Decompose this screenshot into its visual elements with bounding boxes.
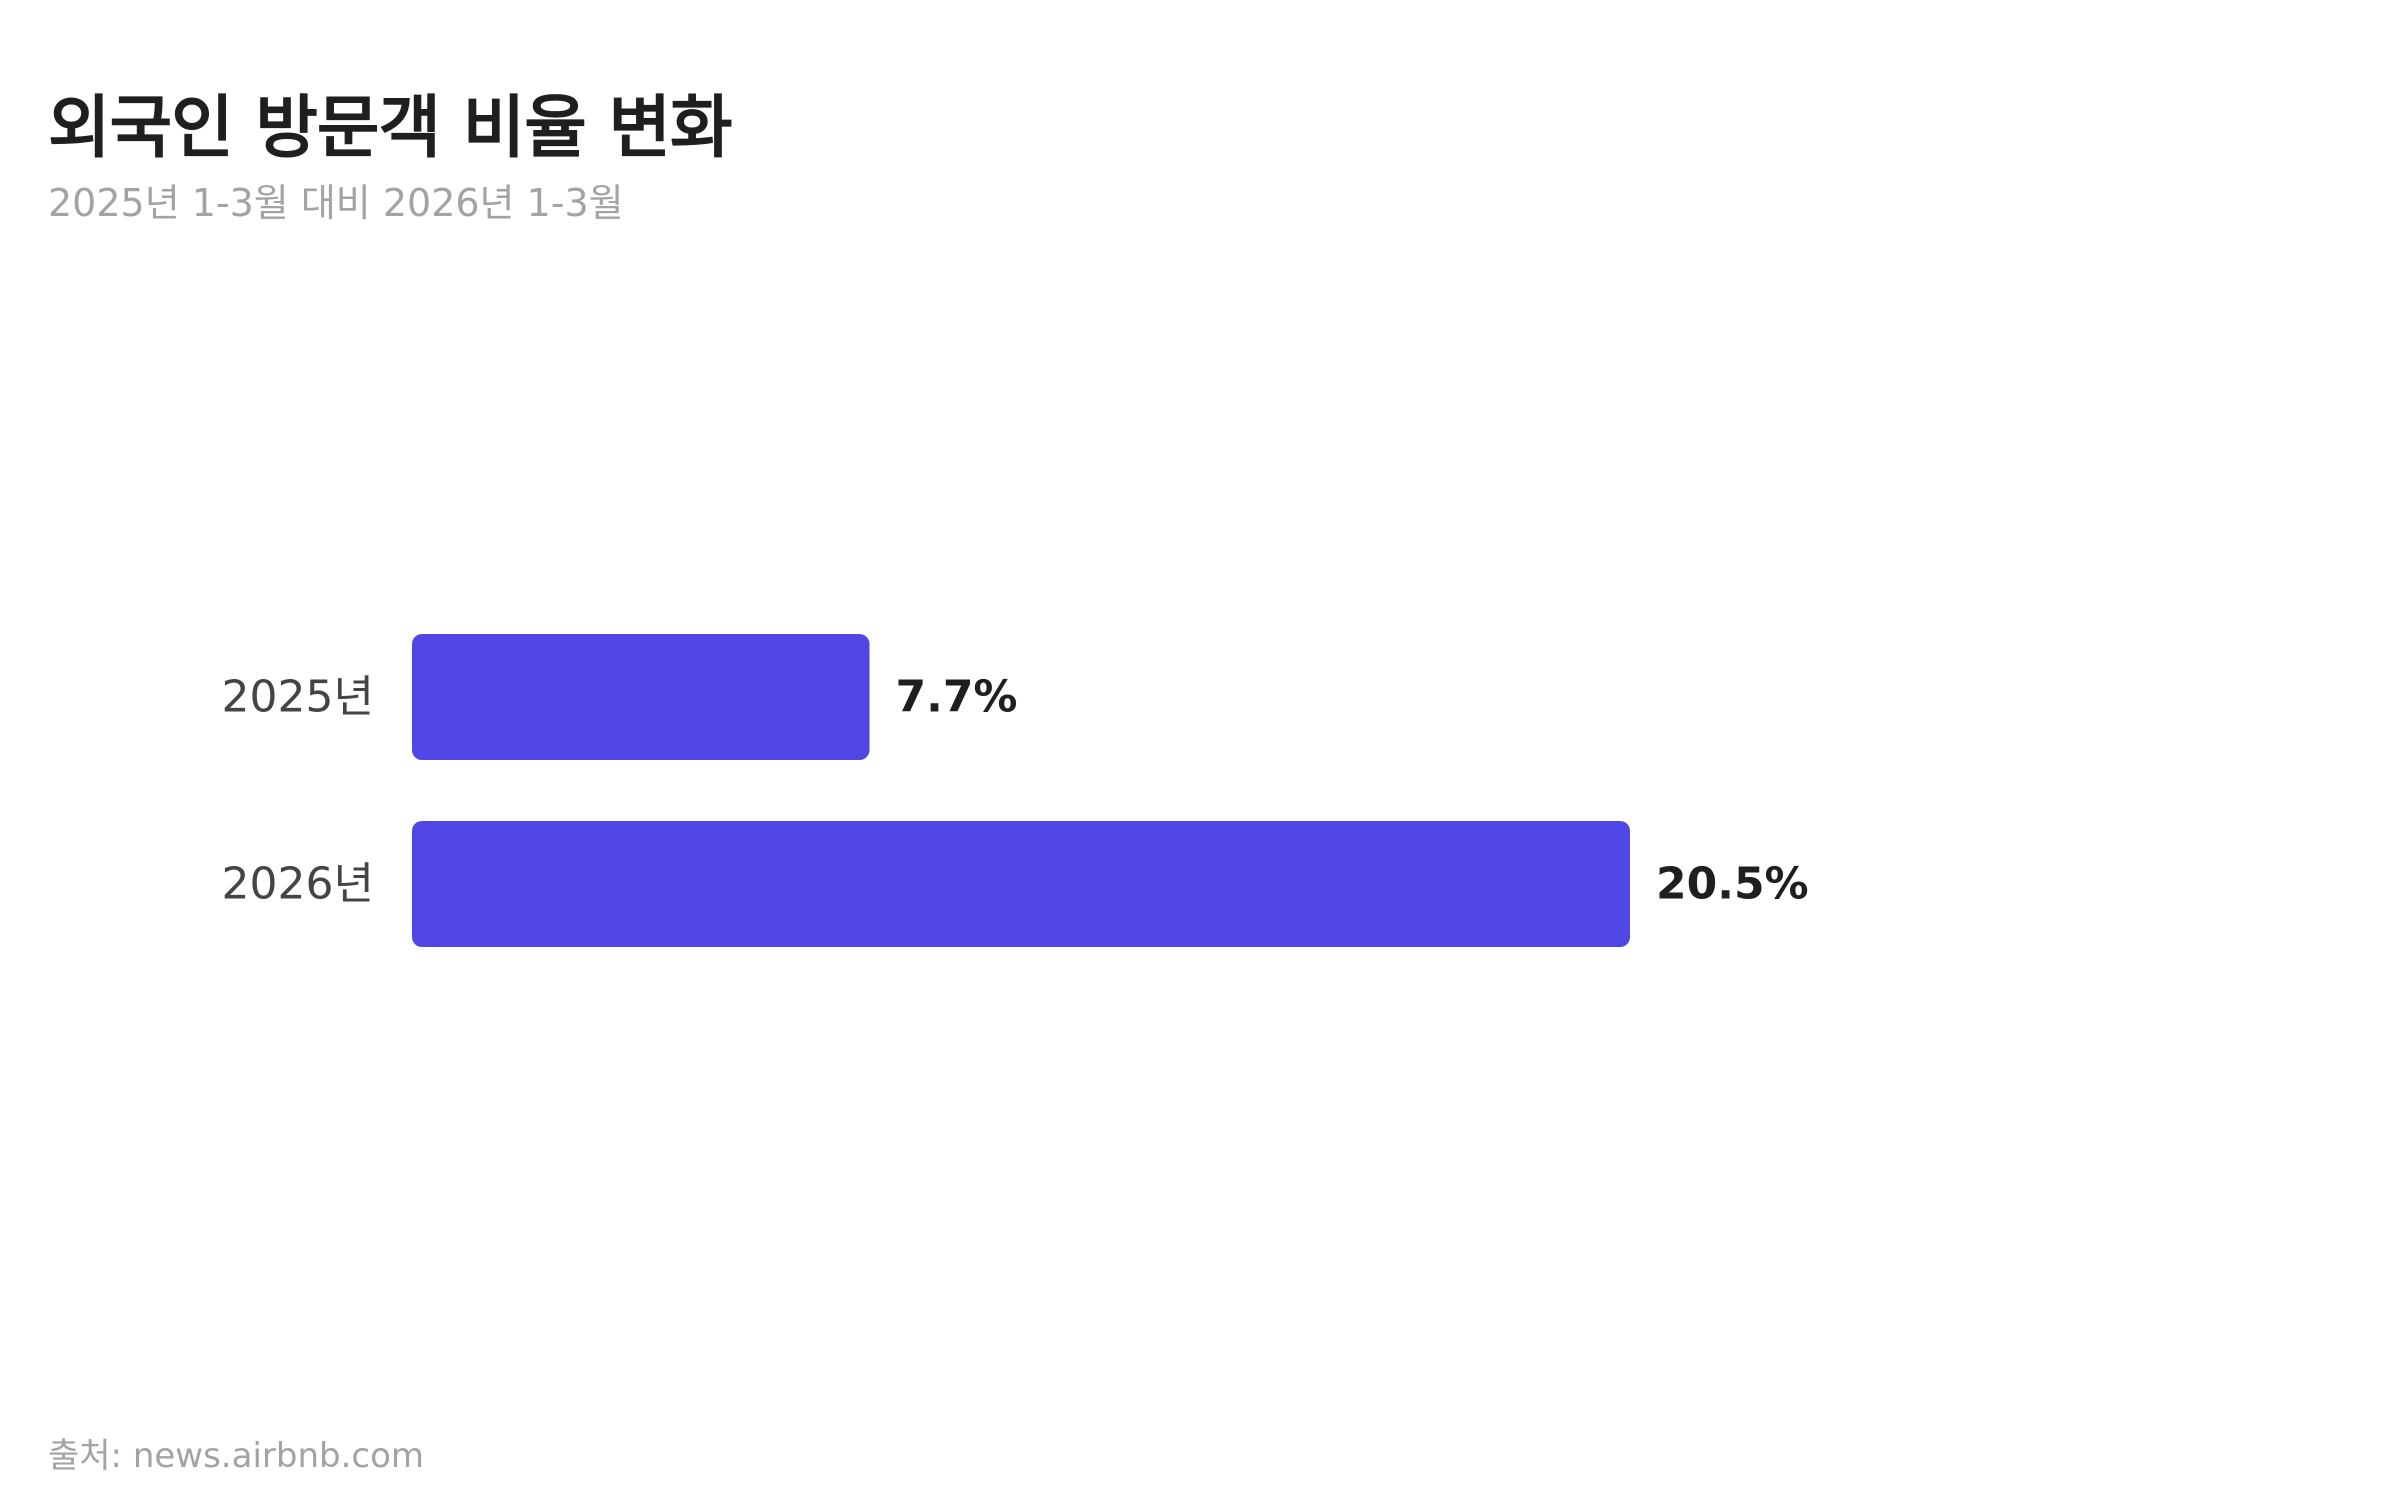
category-label: 2026년 bbox=[222, 859, 374, 910]
value-label: 7.7% bbox=[895, 672, 1017, 723]
chart-title: 외국인 방문객 비율 변화 bbox=[48, 89, 733, 168]
chart-subtitle: 2025년 1-3월 대비 2026년 1-3월 bbox=[48, 181, 624, 225]
bar-2 bbox=[412, 821, 1630, 947]
bar-1 bbox=[412, 634, 870, 760]
category-label: 2025년 bbox=[222, 672, 374, 723]
source-note: 출처: news.airbnb.com bbox=[48, 1436, 425, 1476]
value-label: 20.5% bbox=[1656, 859, 1809, 910]
